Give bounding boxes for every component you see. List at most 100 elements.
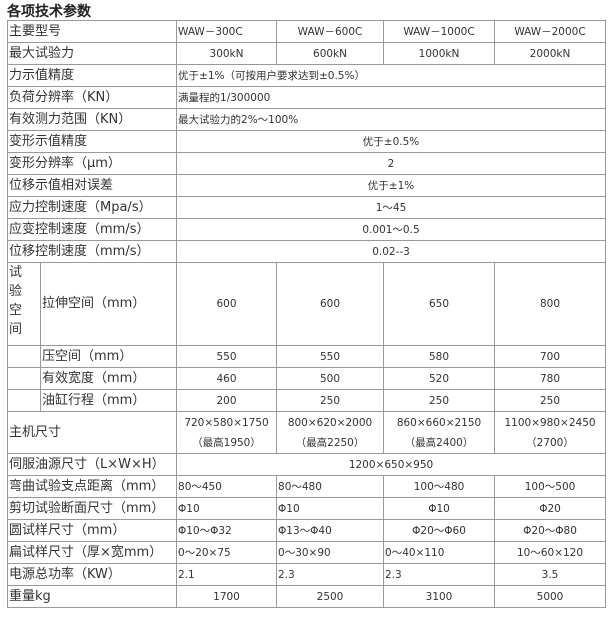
value-cell: 2 [176, 152, 607, 175]
spec-table: 主要型号 WAW－300C WAW－600C WAW－1000C WAW－2000C 最大… [6, 20, 607, 608]
value-line: （最高2400） [404, 436, 474, 449]
value-cell: 80～480 [276, 475, 385, 498]
table-row-flat: 扁试样尺寸（厚×宽mm） 0～20×75 0～30×90 0～40×110 10～60×… [6, 541, 607, 564]
value-cell: 460 [176, 367, 278, 390]
value-cell: 1700 [176, 585, 278, 608]
value-cell: 2000kN [494, 42, 607, 65]
value-cell: 满量程的1/300000 [176, 86, 607, 109]
value-cell: 780 [494, 367, 607, 390]
value-cell: 0.001～0.5 [176, 218, 607, 241]
value-line: 800×620×2000 [287, 416, 373, 429]
value-cell: 最大试验力的2%～100% [176, 108, 607, 131]
row-label: 位移控制速度（mm/s） [6, 240, 178, 263]
value-cell: 250 [276, 389, 385, 412]
value-cell: 1000kN [383, 42, 496, 65]
value-cell: 800×620×2000 （最高2250） [276, 411, 385, 454]
value-cell: 800 [494, 262, 607, 346]
value-cell: Φ20 [494, 497, 607, 520]
row-label: 拉伸空间（mm） [39, 262, 178, 346]
table-row-defacc: 变形示值精度 优于±0.5% [6, 130, 607, 153]
value-line: 860×660×2150 [396, 416, 482, 429]
row-label: 变形示值精度 [6, 130, 178, 153]
value-cell: 550 [276, 345, 385, 368]
table-row-shear: 剪切试验断面尺寸（mm） Φ10 Φ10 Φ10 Φ20 [6, 497, 607, 520]
group-label [7, 367, 41, 390]
value-cell: 250 [383, 389, 496, 412]
value-cell: WAW－1000C [383, 20, 496, 43]
row-label: 弯曲试验支点距离（mm） [6, 475, 178, 498]
row-label: 电源总功率（KW） [6, 563, 178, 586]
value-line: （最高1950） [192, 436, 261, 449]
group-label: 试验空间 [7, 262, 41, 346]
value-cell: 100～500 [494, 475, 607, 498]
row-label: 伺服油源尺寸（L×W×H） [6, 453, 178, 476]
table-row-loadres: 负荷分辨率（KN） 满量程的1/300000 [6, 86, 607, 109]
value-cell: 10～60×120 [494, 541, 607, 564]
value-cell: 1～45 [176, 196, 607, 219]
row-label: 变形分辨率（μm） [6, 152, 178, 175]
value-cell: 0～20×75 [176, 541, 278, 564]
table-row-weight: 重量kg 1700 2500 3100 5000 [6, 585, 607, 608]
row-label: 应力控制速度（Mpa/s） [6, 196, 178, 219]
row-label: 重量kg [6, 585, 178, 608]
value-cell: WAW－2000C [494, 20, 607, 43]
table-row-maxforce: 最大试验力 300kN 600kN 1000kN 2000kN [6, 42, 607, 65]
value-cell: 0～30×90 [276, 541, 385, 564]
value-line: （2700） [526, 436, 574, 449]
value-cell: 860×660×2150 （最高2400） [383, 411, 496, 454]
value-cell: Φ10～Φ32 [176, 519, 278, 542]
value-cell: 2.3 [383, 563, 496, 586]
value-cell: 优于±0.5% [176, 130, 607, 153]
row-label: 扁试样尺寸（厚×宽mm） [6, 541, 178, 564]
value-cell: 600 [176, 262, 278, 346]
value-line: 720×580×1750 [184, 416, 269, 429]
value-cell: 650 [383, 262, 496, 346]
table-row-hostsize: 主机尺寸 720×580×1750 （最高1950） 800×620×2000 （最高2… [6, 411, 607, 454]
value-cell: 250 [494, 389, 607, 412]
row-label: 有效测力范围（KN） [6, 108, 178, 131]
row-label: 最大试验力 [6, 42, 178, 65]
row-label: 负荷分辨率（KN） [6, 86, 178, 109]
table-row-dispspeed: 位移控制速度（mm/s） 0.02--3 [6, 240, 607, 263]
value-cell: 1100×980×2450 （2700） [494, 411, 607, 454]
value-cell: 600kN [276, 42, 385, 65]
value-cell: 1200×650×950 [176, 453, 607, 476]
row-label: 有效宽度（mm） [39, 367, 178, 390]
value-cell: 2500 [276, 585, 385, 608]
value-cell: WAW－300C [176, 20, 278, 43]
table-row-forceacc: 力示值精度 优于±1%（可按用户要求达到±0.5%） [6, 64, 607, 87]
value-cell: 300kN [176, 42, 278, 65]
row-label: 剪切试验断面尺寸（mm） [6, 497, 178, 520]
table-row-servo: 伺服油源尺寸（L×W×H） 1200×650×950 [6, 453, 607, 476]
table-row-model: 主要型号 WAW－300C WAW－600C WAW－1000C WAW－2000C [6, 20, 607, 43]
row-label: 位移示值相对误差 [6, 174, 178, 197]
row-label: 主机尺寸 [6, 411, 178, 454]
value-cell: 3.5 [494, 563, 607, 586]
value-cell: 100～480 [383, 475, 496, 498]
table-row-round: 圆试样尺寸（mm） Φ10～Φ32 Φ13～Φ40 Φ20～Φ60 Φ20～Φ80 [6, 519, 607, 542]
value-cell: Φ20～Φ80 [494, 519, 607, 542]
value-cell: Φ13～Φ40 [276, 519, 385, 542]
row-label: 压空间（mm） [39, 345, 178, 368]
row-label: 力示值精度 [6, 64, 178, 87]
value-cell: Φ20～Φ60 [383, 519, 496, 542]
row-label: 应变控制速度（mm/s） [6, 218, 178, 241]
value-cell: 200 [176, 389, 278, 412]
group-label [7, 389, 41, 412]
value-line: 1100×980×2450 [504, 416, 596, 429]
value-cell: 5000 [494, 585, 607, 608]
value-cell: 500 [276, 367, 385, 390]
value-cell: 0.02--3 [176, 240, 607, 263]
value-cell: 3100 [383, 585, 496, 608]
value-cell: 2.3 [276, 563, 385, 586]
table-row-stress: 应力控制速度（Mpa/s） 1～45 [6, 196, 607, 219]
row-label: 圆试样尺寸（mm） [6, 519, 178, 542]
value-cell: 优于±1%（可按用户要求达到±0.5%） [176, 64, 607, 87]
table-row-space: 有效宽度（mm） 460 500 520 780 [7, 367, 607, 390]
table-row-bend: 弯曲试验支点距离（mm） 80～450 80～480 100～480 100～500 [6, 475, 607, 498]
value-cell: 580 [383, 345, 496, 368]
value-cell: Φ10 [383, 497, 496, 520]
row-label: 主要型号 [6, 20, 178, 43]
group-label [7, 345, 41, 368]
table-row-space: 油缸行程（mm） 200 250 250 250 [7, 389, 607, 412]
